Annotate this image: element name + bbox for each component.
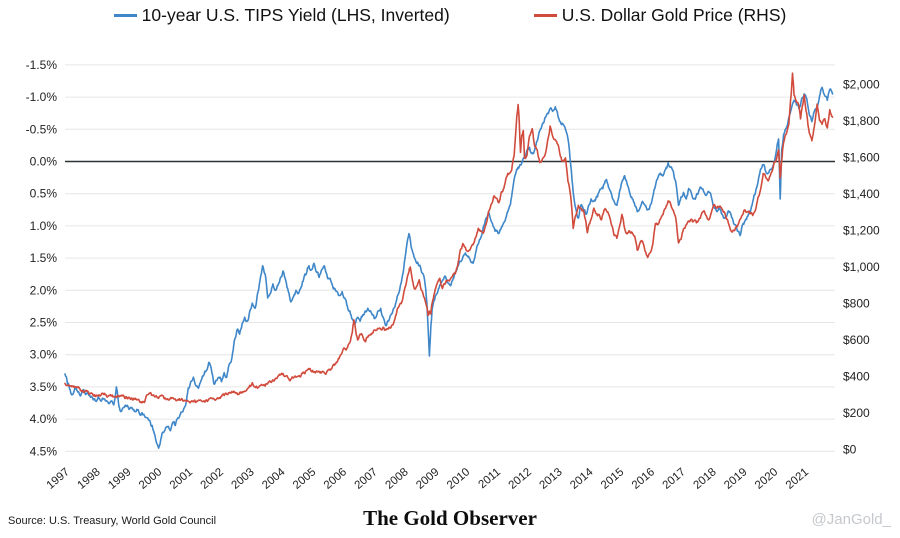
x-axis-tick-label: 2012 [507,466,534,492]
left-axis-tick-label: -1.0% [26,90,58,104]
x-axis-tick-label: 2008 [383,466,410,492]
right-axis-tick-label: $1,000 [843,260,880,274]
x-axis-tick-label: 2021 [784,466,811,492]
x-axis-tick-label: 1997 [45,466,72,492]
chart-legend: 10-year U.S. TIPS Yield (LHS, Inverted) … [0,5,900,26]
x-axis-tick-label: 2010 [445,466,472,492]
right-axis-tick-label: $1,400 [843,187,880,201]
x-axis-tick-label: 2000 [137,466,164,492]
left-axis-tick-label: 4.5% [30,444,58,458]
left-axis-tick-label: 3.0% [30,348,58,362]
left-axis-tick-label: 1.0% [30,219,58,233]
x-axis-tick-label: 2014 [568,466,596,492]
right-axis-tick-label: $1,200 [843,224,880,238]
chart-canvas: -1.5% -1.0% -0.5% 0.0% 0.5% 1.0% 1.5% 2.0% 2.5% 3… [26,58,880,492]
right-axis-tick-label: $800 [843,297,870,311]
right-axis-tick-label: $200 [843,406,870,420]
x-axis-tick-label: 2013 [537,466,564,492]
x-axis-tick-label: 2004 [260,466,288,492]
x-axis-tick-label: 2020 [753,466,780,492]
right-axis-tick-label: $1,800 [843,114,880,128]
left-axis-tick-label: 3.5% [30,380,58,394]
right-axis-tick-label: $400 [843,370,870,384]
x-axis-tick-label: 2006 [322,466,349,492]
x-axis-tick-label: 2007 [353,466,380,492]
gold-price-line [64,72,834,404]
right-axis-tick-label: $0 [843,443,857,457]
tips-yield-line-swatch-icon [113,14,137,17]
x-axis-tick-label: 1999 [106,466,133,492]
x-axis-tick-label: 2017 [661,466,688,492]
x-axis-tick-label: 2019 [722,466,749,492]
left-axis-tick-label: -0.5% [26,122,58,136]
left-axis-tick-label: 1.5% [30,251,58,265]
chart-footer: Source: U.S. Treasury, World Gold Counci… [0,504,900,538]
x-axis-tick-label: 2011 [476,466,503,491]
left-axis-tick-label: 2.5% [30,316,58,330]
right-axis-tick-label: $600 [843,333,870,347]
gold-price-line-swatch-icon [533,14,557,17]
source-note: Source: U.S. Treasury, World Gold Counci… [8,515,217,527]
left-axis-tick-label: 0.5% [30,187,58,201]
legend-item-gold-price: U.S. Dollar Gold Price (RHS) [533,5,787,26]
left-axis-tick-label: 0.0% [30,155,58,169]
left-axis-tick-label: -1.5% [26,58,58,72]
left-axis-tick-label: 2.0% [30,283,58,297]
x-axis-tick-label: 2009 [414,466,441,492]
legend-item-tips-yield: 10-year U.S. TIPS Yield (LHS, Inverted) [113,5,450,26]
left-axis-tick-label: 4.0% [30,412,58,426]
x-axis-tick-label: 2001 [168,466,195,492]
right-axis-tick-label: $2,000 [843,78,880,92]
x-axis-tick-label: 2018 [691,466,718,492]
x-axis-tick-label: 1998 [75,466,102,492]
tips-yield-line [64,86,834,449]
x-axis-tick-label: 2016 [630,466,657,492]
legend-label-gold-price: U.S. Dollar Gold Price (RHS) [561,5,787,25]
right-axis-tick-label: $1,600 [843,151,880,165]
x-axis-tick-label: 2002 [199,466,226,492]
x-axis-tick-label: 2015 [599,466,626,492]
watermark-handle: @JanGold_ [811,511,891,528]
x-axis-tick-label: 2003 [229,466,256,492]
page-title: The Gold Observer [363,506,537,530]
legend-label-tips-yield: 10-year U.S. TIPS Yield (LHS, Inverted) [141,5,450,25]
x-axis-tick-label: 2005 [291,466,318,492]
